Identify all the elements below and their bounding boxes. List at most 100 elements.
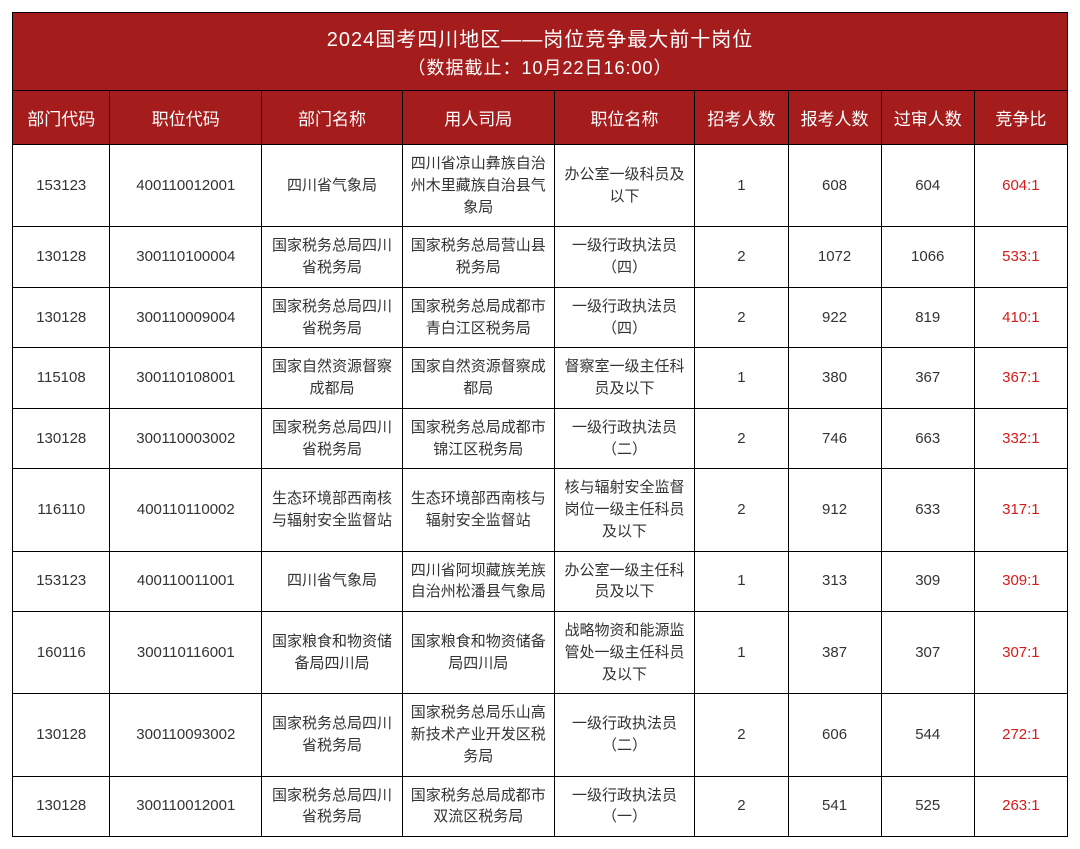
- header-recruit: 招考人数: [695, 91, 788, 145]
- title-row: 2024国考四川地区——岗位竞争最大前十岗位 （数据截止：10月22日16:00…: [13, 13, 1068, 91]
- cell-pos_code: 300110012001: [110, 776, 262, 837]
- table-body: 153123400110012001四川省气象局四川省凉山彝族自治州木里藏族自治…: [13, 145, 1068, 837]
- cell-bureau: 国家税务总局营山县税务局: [402, 227, 554, 288]
- cell-pos_code: 300110100004: [110, 227, 262, 288]
- cell-dept_name: 国家粮食和物资储备局四川局: [262, 612, 403, 694]
- header-apply: 报考人数: [788, 91, 881, 145]
- cell-ratio: 307:1: [974, 612, 1067, 694]
- cell-recruit: 2: [695, 408, 788, 469]
- header-pos-name: 职位名称: [554, 91, 695, 145]
- cell-pos_name: 一级行政执法员（二）: [554, 408, 695, 469]
- header-pos-code: 职位代码: [110, 91, 262, 145]
- cell-apply: 606: [788, 694, 881, 776]
- cell-dept_name: 国家税务总局四川省税务局: [262, 227, 403, 288]
- cell-recruit: 2: [695, 776, 788, 837]
- cell-pos_name: 督察室一级主任科员及以下: [554, 348, 695, 409]
- cell-pass: 604: [881, 145, 974, 227]
- cell-apply: 387: [788, 612, 881, 694]
- cell-pass: 819: [881, 287, 974, 348]
- header-bureau: 用人司局: [402, 91, 554, 145]
- cell-dept_name: 国家税务总局四川省税务局: [262, 694, 403, 776]
- cell-ratio: 263:1: [974, 776, 1067, 837]
- table-row: 153123400110011001四川省气象局四川省阿坝藏族羌族自治州松潘县气…: [13, 551, 1068, 612]
- cell-pos_name: 一级行政执法员（一）: [554, 776, 695, 837]
- cell-bureau: 四川省凉山彝族自治州木里藏族自治县气象局: [402, 145, 554, 227]
- cell-bureau: 国家税务总局成都市双流区税务局: [402, 776, 554, 837]
- cell-pos_name: 办公室一级科员及以下: [554, 145, 695, 227]
- cell-recruit: 1: [695, 612, 788, 694]
- competition-table: 2024国考四川地区——岗位竞争最大前十岗位 （数据截止：10月22日16:00…: [12, 12, 1068, 837]
- header-row: 部门代码 职位代码 部门名称 用人司局 职位名称 招考人数 报考人数 过审人数 …: [13, 91, 1068, 145]
- cell-dept_name: 国家自然资源督察成都局: [262, 348, 403, 409]
- title-cell: 2024国考四川地区——岗位竞争最大前十岗位 （数据截止：10月22日16:00…: [13, 13, 1068, 91]
- cell-pass: 544: [881, 694, 974, 776]
- cell-ratio: 367:1: [974, 348, 1067, 409]
- header-dept-name: 部门名称: [262, 91, 403, 145]
- cell-pos_code: 400110011001: [110, 551, 262, 612]
- cell-ratio: 410:1: [974, 287, 1067, 348]
- cell-bureau: 国家自然资源督察成都局: [402, 348, 554, 409]
- table-row: 130128300110100004国家税务总局四川省税务局国家税务总局营山县税…: [13, 227, 1068, 288]
- cell-pos_code: 400110012001: [110, 145, 262, 227]
- cell-dept_code: 130128: [13, 408, 110, 469]
- cell-pass: 309: [881, 551, 974, 612]
- cell-dept_code: 130128: [13, 287, 110, 348]
- cell-dept_name: 国家税务总局四川省税务局: [262, 287, 403, 348]
- cell-bureau: 四川省阿坝藏族羌族自治州松潘县气象局: [402, 551, 554, 612]
- cell-apply: 608: [788, 145, 881, 227]
- cell-ratio: 604:1: [974, 145, 1067, 227]
- cell-dept_name: 国家税务总局四川省税务局: [262, 408, 403, 469]
- table-row: 130128300110093002国家税务总局四川省税务局国家税务总局乐山高新…: [13, 694, 1068, 776]
- cell-apply: 380: [788, 348, 881, 409]
- cell-pos_code: 300110093002: [110, 694, 262, 776]
- cell-bureau: 国家粮食和物资储备局四川局: [402, 612, 554, 694]
- cell-ratio: 317:1: [974, 469, 1067, 551]
- cell-pass: 633: [881, 469, 974, 551]
- table-subtitle: （数据截止：10月22日16:00）: [13, 52, 1067, 86]
- cell-dept_code: 115108: [13, 348, 110, 409]
- header-pass: 过审人数: [881, 91, 974, 145]
- cell-bureau: 国家税务总局成都市锦江区税务局: [402, 408, 554, 469]
- cell-dept_code: 160116: [13, 612, 110, 694]
- cell-pos_code: 300110003002: [110, 408, 262, 469]
- cell-pos_name: 一级行政执法员（四）: [554, 227, 695, 288]
- table-row: 153123400110012001四川省气象局四川省凉山彝族自治州木里藏族自治…: [13, 145, 1068, 227]
- cell-pass: 525: [881, 776, 974, 837]
- table-row: 130128300110012001国家税务总局四川省税务局国家税务总局成都市双…: [13, 776, 1068, 837]
- cell-dept_name: 四川省气象局: [262, 145, 403, 227]
- cell-apply: 313: [788, 551, 881, 612]
- cell-pass: 663: [881, 408, 974, 469]
- cell-dept_name: 四川省气象局: [262, 551, 403, 612]
- cell-pass: 307: [881, 612, 974, 694]
- cell-apply: 1072: [788, 227, 881, 288]
- cell-pos_name: 一级行政执法员（四）: [554, 287, 695, 348]
- cell-apply: 922: [788, 287, 881, 348]
- cell-dept_code: 116110: [13, 469, 110, 551]
- cell-recruit: 2: [695, 694, 788, 776]
- header-dept-code: 部门代码: [13, 91, 110, 145]
- cell-pos_name: 核与辐射安全监督岗位一级主任科员及以下: [554, 469, 695, 551]
- cell-apply: 912: [788, 469, 881, 551]
- cell-dept_code: 153123: [13, 145, 110, 227]
- cell-recruit: 1: [695, 348, 788, 409]
- table-row: 160116300110116001国家粮食和物资储备局四川局国家粮食和物资储备…: [13, 612, 1068, 694]
- cell-ratio: 272:1: [974, 694, 1067, 776]
- cell-apply: 541: [788, 776, 881, 837]
- cell-ratio: 332:1: [974, 408, 1067, 469]
- cell-ratio: 309:1: [974, 551, 1067, 612]
- cell-pos_code: 300110116001: [110, 612, 262, 694]
- cell-recruit: 1: [695, 551, 788, 612]
- cell-dept_name: 国家税务总局四川省税务局: [262, 776, 403, 837]
- cell-pass: 1066: [881, 227, 974, 288]
- cell-recruit: 2: [695, 227, 788, 288]
- cell-pass: 367: [881, 348, 974, 409]
- cell-pos_name: 办公室一级主任科员及以下: [554, 551, 695, 612]
- cell-bureau: 生态环境部西南核与辐射安全监督站: [402, 469, 554, 551]
- cell-pos_code: 400110110002: [110, 469, 262, 551]
- cell-recruit: 2: [695, 469, 788, 551]
- table-row: 130128300110009004国家税务总局四川省税务局国家税务总局成都市青…: [13, 287, 1068, 348]
- table-row: 116110400110110002生态环境部西南核与辐射安全监督站生态环境部西…: [13, 469, 1068, 551]
- cell-ratio: 533:1: [974, 227, 1067, 288]
- cell-dept_name: 生态环境部西南核与辐射安全监督站: [262, 469, 403, 551]
- cell-dept_code: 130128: [13, 694, 110, 776]
